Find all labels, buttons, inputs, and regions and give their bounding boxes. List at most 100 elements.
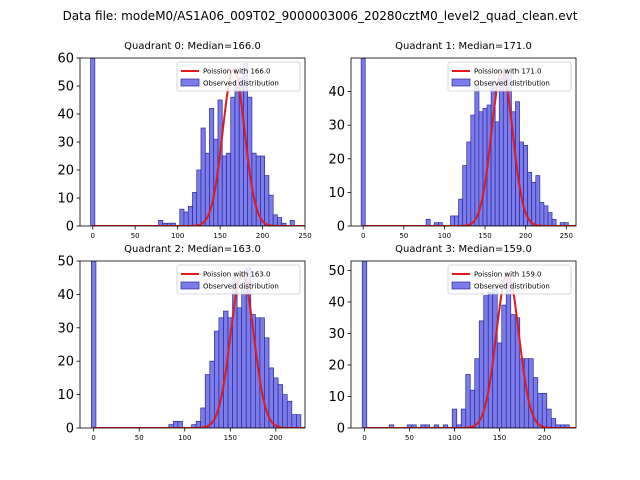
y-tick-label: 40 (57, 108, 74, 123)
histogram-bar (187, 206, 193, 226)
x-tick-label: 50 (399, 232, 408, 240)
histogram-bar (531, 181, 537, 226)
y-tick-label: 40 (57, 288, 74, 303)
histogram-bar (498, 77, 504, 226)
y-tick-label: 30 (57, 136, 74, 151)
histogram-bar (458, 198, 464, 226)
x-tick-label: 100 (438, 232, 451, 240)
histogram-bar (192, 192, 198, 226)
y-tick-label: 40 (328, 295, 345, 310)
histogram-bar (209, 360, 215, 428)
histogram-bar (218, 317, 224, 428)
histogram-bar (179, 208, 185, 226)
histogram-bar (460, 408, 467, 428)
legend-label-observed: Observed distribution (203, 283, 279, 291)
histogram-bar (291, 414, 297, 428)
x-tick-label: 250 (560, 232, 573, 240)
plot-area (360, 58, 576, 226)
histogram-bar (183, 211, 189, 226)
y-tick-label: 50 (57, 255, 74, 270)
x-tick-label: 50 (131, 232, 140, 240)
axes-frame (350, 260, 577, 429)
x-tick-label: 150 (478, 232, 491, 240)
axes-frame (350, 57, 577, 227)
histogram-bar (361, 261, 368, 428)
histogram-bar (462, 165, 468, 226)
poisson-curve (364, 272, 576, 428)
histogram-bar (196, 169, 202, 226)
poisson-curve (92, 68, 305, 226)
histogram-bar (564, 424, 570, 428)
y-tick-label: 20 (57, 355, 74, 370)
histogram-bar (539, 202, 545, 226)
histogram-bar (230, 96, 236, 226)
x-tick-label: 100 (448, 434, 461, 442)
histogram-bar (494, 121, 500, 226)
histogram-bar (200, 127, 206, 226)
legend-box (447, 61, 572, 92)
histogram-bar (470, 114, 476, 226)
x-tick-label: 0 (361, 232, 365, 240)
histogram-bar (546, 408, 552, 428)
histogram-bar (425, 218, 431, 226)
histogram-bar (177, 420, 183, 428)
figure-suptitle: Data file: modeM0/AS1A06_009T02_90000030… (63, 9, 578, 23)
histogram-bar (173, 420, 179, 428)
legend-bar-swatch (451, 281, 471, 290)
quadrant-panel-2: Quadrant 2: Median=163.0 0 50 100 150 200 0 10 2… (57, 244, 306, 442)
histogram-bar (264, 175, 270, 226)
y-tick-label: 20 (57, 164, 74, 179)
histogram-bar (547, 212, 553, 226)
histogram-bar (450, 215, 455, 226)
legend-label-poisson: Poission with 166.0 (203, 68, 271, 76)
histogram-bar (286, 400, 293, 428)
legend: Poission with 159.0 Observed distribution (447, 264, 572, 295)
legend-label-observed: Observed distribution (474, 283, 550, 291)
histogram-bar (260, 155, 266, 226)
y-tick-label: 50 (57, 80, 74, 95)
y-tick-label: 0 (66, 422, 74, 437)
histogram-bar (226, 152, 232, 226)
histogram-bar (424, 424, 431, 428)
x-tick-label: 100 (178, 434, 191, 442)
legend-label-poisson: Poission with 159.0 (474, 271, 542, 279)
histogram-bar (454, 215, 459, 226)
panel-title: Quadrant 2: Median=163.0 (124, 244, 261, 255)
x-tick-label: 200 (269, 434, 282, 442)
histogram-bar (273, 377, 279, 428)
x-tick-label: 150 (224, 434, 237, 442)
x-tick-label: 100 (171, 232, 184, 240)
histogram-bar (466, 141, 472, 226)
histogram-bar (543, 205, 549, 226)
histogram-bar (272, 214, 278, 226)
y-tick-label: 10 (328, 390, 345, 405)
y-tick-label: 0 (337, 220, 345, 235)
histogram-bar (259, 317, 265, 428)
histogram-bar (277, 384, 284, 428)
histogram-bar (295, 414, 302, 428)
histogram-bar (501, 304, 507, 428)
histogram-bar (282, 394, 288, 428)
x-tick-label: 0 (362, 434, 366, 442)
legend-label-observed: Observed distribution (203, 80, 279, 88)
y-tick-label: 60 (57, 52, 74, 67)
legend: Poission with 166.0 Observed distribution (176, 61, 301, 92)
legend-bar-swatch (180, 281, 200, 290)
x-tick-label: 200 (538, 434, 551, 442)
plot-area (361, 261, 576, 428)
legend-label-poisson: Poission with 171.0 (474, 68, 542, 76)
histogram-bar (200, 407, 206, 428)
y-tick-label: 10 (57, 388, 74, 403)
subplot-grid: Quadrant 0: Median=166.00 50 100 150 200 2500… (57, 41, 577, 442)
histogram-bar (550, 418, 557, 428)
x-tick-label: 150 (213, 232, 226, 240)
legend-label-observed: Observed distribution (474, 80, 550, 88)
histogram-bar (451, 408, 458, 428)
y-tick-label: 50 (328, 264, 345, 279)
x-tick-label: 50 (405, 434, 414, 442)
histogram-bar (442, 424, 449, 428)
x-tick-label: 250 (298, 232, 311, 240)
histogram-bar (91, 261, 97, 428)
histogram-bar (90, 58, 96, 226)
